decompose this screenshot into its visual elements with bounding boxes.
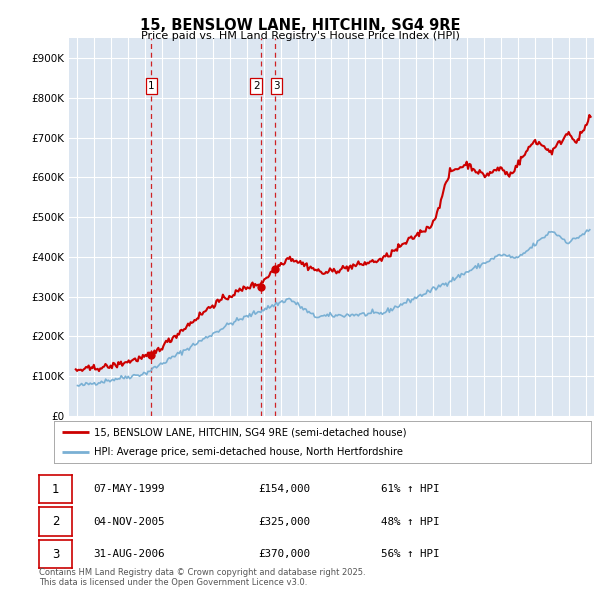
- Text: 2: 2: [253, 81, 259, 91]
- Text: 1: 1: [148, 81, 155, 91]
- Text: 07-MAY-1999: 07-MAY-1999: [93, 484, 164, 494]
- Text: £325,000: £325,000: [258, 517, 310, 526]
- Text: 3: 3: [273, 81, 280, 91]
- Text: 56% ↑ HPI: 56% ↑ HPI: [381, 549, 439, 559]
- Text: 15, BENSLOW LANE, HITCHIN, SG4 9RE (semi-detached house): 15, BENSLOW LANE, HITCHIN, SG4 9RE (semi…: [94, 427, 407, 437]
- Text: 2: 2: [52, 515, 59, 528]
- Text: 31-AUG-2006: 31-AUG-2006: [93, 549, 164, 559]
- Text: £154,000: £154,000: [258, 484, 310, 494]
- Text: Price paid vs. HM Land Registry's House Price Index (HPI): Price paid vs. HM Land Registry's House …: [140, 31, 460, 41]
- Text: 61% ↑ HPI: 61% ↑ HPI: [381, 484, 439, 494]
- Text: Contains HM Land Registry data © Crown copyright and database right 2025.
This d: Contains HM Land Registry data © Crown c…: [39, 568, 365, 587]
- Text: HPI: Average price, semi-detached house, North Hertfordshire: HPI: Average price, semi-detached house,…: [94, 447, 403, 457]
- Text: 3: 3: [52, 548, 59, 560]
- Text: £370,000: £370,000: [258, 549, 310, 559]
- Text: 04-NOV-2005: 04-NOV-2005: [93, 517, 164, 526]
- Text: 48% ↑ HPI: 48% ↑ HPI: [381, 517, 439, 526]
- Text: 15, BENSLOW LANE, HITCHIN, SG4 9RE: 15, BENSLOW LANE, HITCHIN, SG4 9RE: [140, 18, 460, 32]
- Text: 1: 1: [52, 483, 59, 496]
